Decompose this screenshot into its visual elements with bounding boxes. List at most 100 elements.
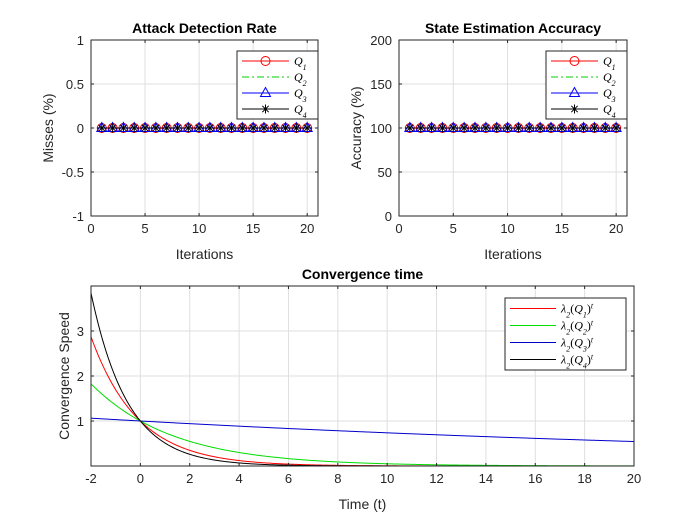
x-tick-label: 4 xyxy=(235,471,242,486)
data-point xyxy=(513,123,523,133)
data-point xyxy=(227,123,237,133)
y-axis-label: Misses (%) xyxy=(40,93,56,162)
legend-entry-1: Q1 xyxy=(603,54,616,72)
x-tick-label: -2 xyxy=(85,471,97,486)
data-point xyxy=(579,123,589,133)
legend-entry-1: Q1 xyxy=(294,54,307,72)
x-tick-label: 14 xyxy=(479,471,493,486)
data-point xyxy=(459,123,469,133)
data-point xyxy=(270,123,280,133)
x-tick-label: 10 xyxy=(192,221,206,236)
y-tick-label: 0.5 xyxy=(66,77,84,92)
y-axis-label: Accuracy (%) xyxy=(348,86,364,169)
data-point xyxy=(503,123,513,133)
y-tick-label: 100 xyxy=(370,121,392,136)
x-tick-label: 15 xyxy=(555,221,569,236)
data-point xyxy=(129,123,139,133)
x-tick-label: 12 xyxy=(429,471,443,486)
legend-entry-4: Q4 xyxy=(603,102,616,120)
y-tick-label: 50 xyxy=(378,165,392,180)
x-axis-label: Iterations xyxy=(484,246,542,262)
data-point xyxy=(611,123,621,133)
data-point xyxy=(216,123,226,133)
data-point xyxy=(524,123,534,133)
y-tick-label: -1 xyxy=(72,209,84,224)
legend-marker-3 xyxy=(568,86,581,97)
x-axis-label: Time (t) xyxy=(339,496,387,512)
data-point xyxy=(448,123,458,133)
y-tick-label: 2 xyxy=(77,369,84,384)
x-tick-label: 10 xyxy=(380,471,394,486)
legend-entry-4: λ2(Q4)t xyxy=(560,352,594,370)
y-tick-label: 0 xyxy=(385,209,392,224)
x-tick-label: 10 xyxy=(500,221,514,236)
data-point xyxy=(437,123,447,133)
chart-title: Convergence time xyxy=(302,266,424,282)
data-point xyxy=(162,123,172,133)
data-point xyxy=(183,123,193,133)
x-tick-label: 0 xyxy=(137,471,144,486)
x-tick-label: 20 xyxy=(609,221,623,236)
data-point xyxy=(302,123,312,133)
legend-box xyxy=(236,50,319,120)
data-point xyxy=(237,123,247,133)
y-tick-label: 150 xyxy=(370,77,392,92)
data-point xyxy=(600,123,610,133)
legend-entry-3: λ2(Q3)t xyxy=(560,335,594,353)
legend: λ2(Q1)tλ2(Q2)tλ2(Q3)tλ2(Q4)t xyxy=(504,297,627,371)
data-layer xyxy=(404,121,622,133)
y-axis-label: Convergence Speed xyxy=(56,312,72,440)
data-point xyxy=(427,123,437,133)
legend-box xyxy=(545,50,628,120)
data-point xyxy=(405,123,415,133)
x-tick-label: 5 xyxy=(141,221,148,236)
y-tick-label: 1 xyxy=(77,414,84,429)
legend-marker-4 xyxy=(570,104,579,114)
data-point xyxy=(140,123,150,133)
y-tick-label: -0.5 xyxy=(62,165,84,180)
legend-entry-3: Q3 xyxy=(603,86,616,104)
legend-entry-1: λ2(Q1)t xyxy=(560,301,594,319)
data-point xyxy=(481,123,491,133)
legend-entry-2: Q2 xyxy=(294,70,307,88)
legend-marker-4 xyxy=(261,104,270,114)
data-point xyxy=(281,123,291,133)
data-point xyxy=(568,123,578,133)
data-point xyxy=(108,123,118,133)
data-layer xyxy=(95,121,314,133)
data-point xyxy=(546,123,556,133)
x-tick-label: 5 xyxy=(450,221,457,236)
x-tick-label: 0 xyxy=(87,221,94,236)
chart-title: State Estimation Accuracy xyxy=(425,20,601,36)
x-axis-label: Iterations xyxy=(176,246,234,262)
legend-marker-1 xyxy=(260,56,271,66)
legend-marker-3 xyxy=(259,86,272,97)
data-point xyxy=(97,123,107,133)
series-line-3 xyxy=(91,417,634,443)
chart-title: Attack Detection Rate xyxy=(132,20,277,36)
data-point xyxy=(259,123,269,133)
x-tick-label: 18 xyxy=(577,471,591,486)
data-point xyxy=(416,123,426,133)
data-point xyxy=(589,123,599,133)
data-point xyxy=(194,123,204,133)
x-tick-label: 20 xyxy=(300,221,314,236)
data-point xyxy=(291,123,301,133)
legend-entry-4: Q4 xyxy=(294,102,307,120)
legend-marker-1 xyxy=(569,56,580,66)
y-tick-label: 0 xyxy=(77,121,84,136)
y-tick-label: 200 xyxy=(370,33,392,48)
data-point xyxy=(492,123,502,133)
data-point xyxy=(557,123,567,133)
data-point xyxy=(470,123,480,133)
y-tick-label: 3 xyxy=(77,324,84,339)
data-point xyxy=(248,123,258,133)
legend-entry-3: Q3 xyxy=(294,86,307,104)
x-tick-label: 2 xyxy=(186,471,193,486)
x-tick-label: 0 xyxy=(395,221,402,236)
data-point xyxy=(151,123,161,133)
